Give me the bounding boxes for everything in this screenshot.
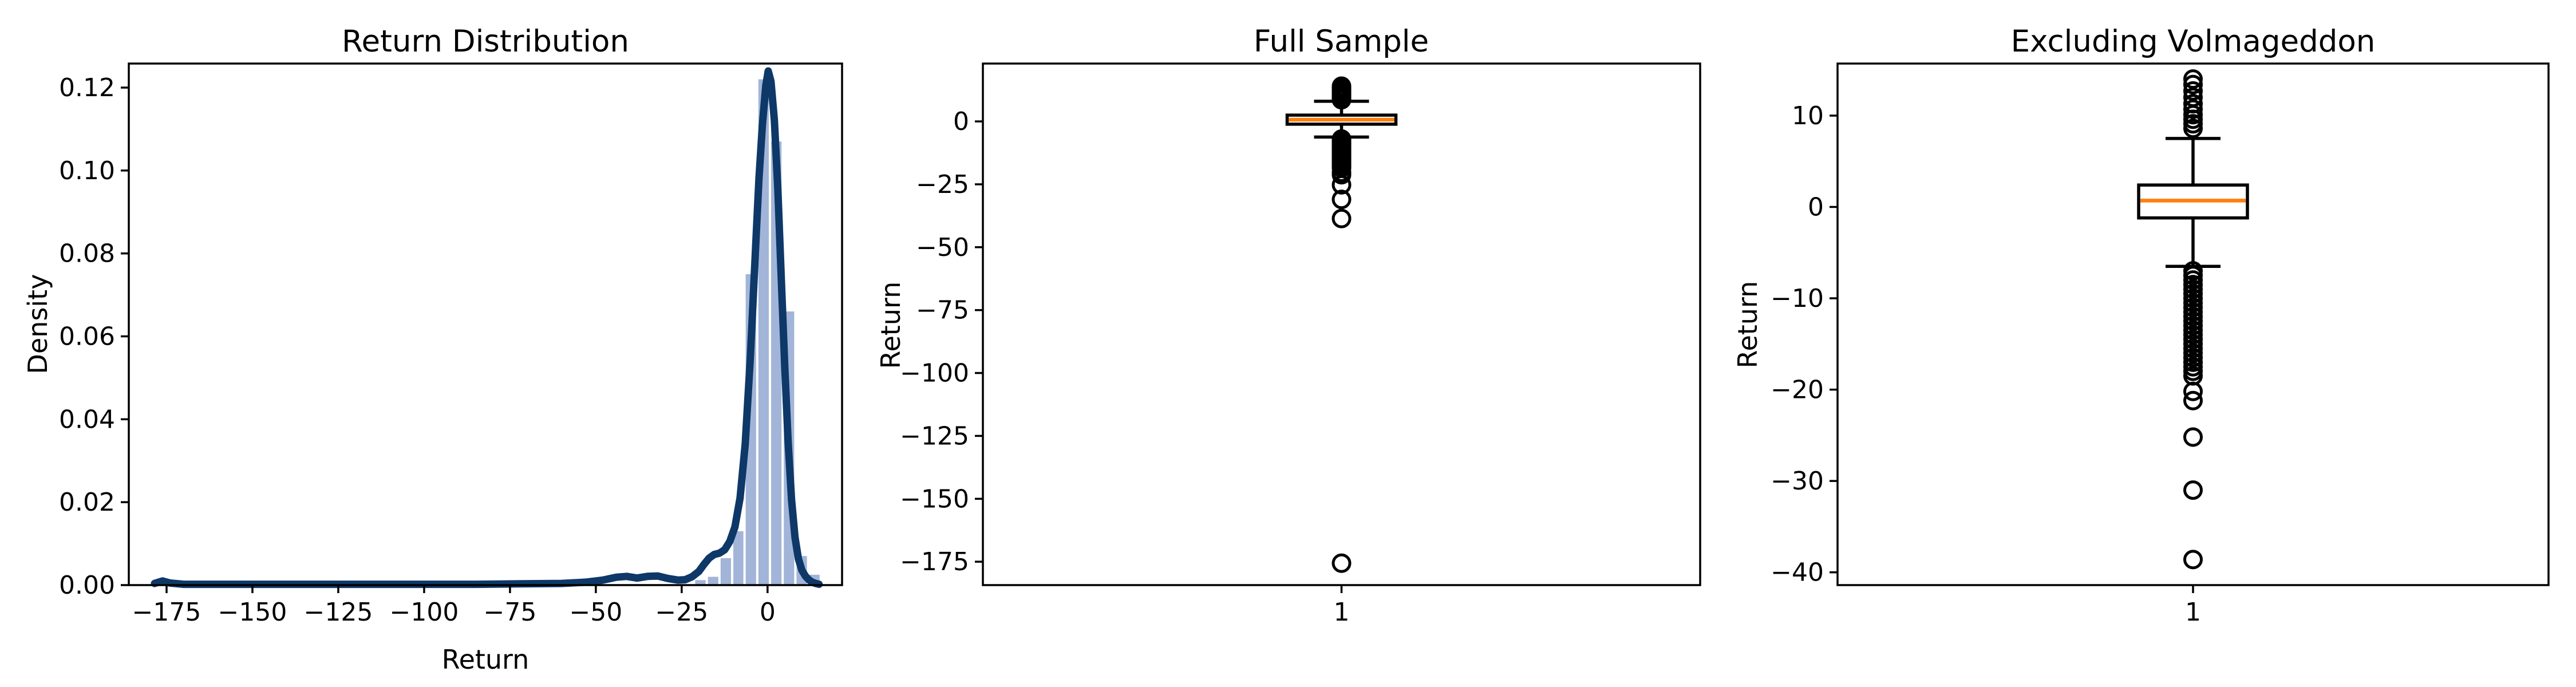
y-tick-label: −25 xyxy=(916,170,969,199)
y-tick-label: −75 xyxy=(916,296,969,325)
y-tick-label: −175 xyxy=(900,547,969,577)
axes-spines xyxy=(128,62,843,586)
excluding-volmageddon-title: Excluding Volmageddon xyxy=(2011,24,2376,59)
outlier-point xyxy=(2183,390,2203,410)
x-tick-label: 1 xyxy=(2185,598,2201,627)
y-tick-label: −125 xyxy=(900,421,969,451)
outlier-point xyxy=(2183,550,2203,570)
full-sample-ylabel: Return xyxy=(875,282,906,369)
x-tick-label: −175 xyxy=(132,598,202,627)
y-tick-label: 10 xyxy=(1792,101,1824,131)
y-tick-label: −40 xyxy=(1771,558,1824,587)
subplot-excluding-volmageddon: 1 10 0 −10 −20 −30 −40 xyxy=(1771,62,2550,627)
y-tick-label: 0.00 xyxy=(59,571,115,600)
outlier-point xyxy=(1332,189,1352,210)
y-tick-label: 0 xyxy=(1808,192,1824,222)
outlier-point xyxy=(2183,94,2203,114)
x-tick-label: −125 xyxy=(304,598,373,627)
y-tick-label: −30 xyxy=(1771,467,1824,496)
x-tick-label: −75 xyxy=(483,598,536,627)
x-tick-label: −25 xyxy=(655,598,708,627)
y-tick-label: −150 xyxy=(900,484,969,514)
outlier-point xyxy=(1332,208,1352,228)
x-tick-label: 1 xyxy=(1334,598,1350,627)
hist-bar xyxy=(695,580,706,585)
outlier-point xyxy=(1332,165,1352,185)
axes-spines xyxy=(1836,62,2550,586)
x-tick-label: −150 xyxy=(218,598,287,627)
y-tick-label: 0.10 xyxy=(59,156,115,185)
outlier-point xyxy=(2183,88,2203,108)
y-tick-label: 0.02 xyxy=(59,488,115,517)
outlier-point xyxy=(2183,381,2203,401)
hist-bar xyxy=(733,531,744,585)
outlier-point xyxy=(2183,69,2203,89)
hist-bar xyxy=(708,577,718,585)
y-axis-ticks: 10 0 −10 −20 −30 −40 xyxy=(1771,101,1838,587)
y-tick-label: −10 xyxy=(1771,284,1824,313)
outlier-point xyxy=(1332,76,1352,96)
axes-spines xyxy=(982,62,1701,586)
subplot-return-distribution: −175 −150 −125 −100 −75 −50 −25 00.000.020.040.… xyxy=(59,62,843,627)
hist-bar xyxy=(720,558,732,585)
x-tick-label: −100 xyxy=(389,598,459,627)
outlier-point xyxy=(1332,553,1352,573)
x-axis-ticks: −175 −150 −125 −100 −75 −50 −25 0 xyxy=(132,585,776,627)
y-tick-label: 0.12 xyxy=(59,73,115,102)
excluding-volmageddon-ylabel: Return xyxy=(1732,281,1763,369)
subplot-full-sample: 1 0 −25 −50 −75 −100 −125 −150 −175 xyxy=(900,62,1701,627)
outlier-point xyxy=(2183,74,2203,94)
outlier-point xyxy=(1332,175,1352,195)
full-sample-title: Full Sample xyxy=(1254,24,1429,59)
hist-ylabel: Density xyxy=(22,274,53,374)
y-tick-label: −20 xyxy=(1771,376,1824,405)
y-tick-label: −100 xyxy=(900,359,969,388)
y-tick-label: 0.06 xyxy=(59,322,115,352)
hist-title: Return Distribution xyxy=(342,24,629,59)
y-axis-ticks: 0.00 0.02 0.04 0.06 0.08 0.10 0.12 xyxy=(59,73,129,600)
hist-xlabel: Return xyxy=(442,644,530,675)
outlier-point xyxy=(2183,99,2203,119)
y-axis-ticks: 0 −25 −50 −75 −100 −125 −150 −175 xyxy=(900,107,983,577)
x-tick-label: −50 xyxy=(569,598,622,627)
y-tick-label: 0.04 xyxy=(59,405,115,434)
outlier-point xyxy=(2183,427,2203,447)
y-tick-label: 0 xyxy=(953,107,969,136)
y-tick-label: −50 xyxy=(916,233,969,262)
outlier-point xyxy=(2183,480,2203,500)
outlier-point xyxy=(2183,81,2203,101)
outliers xyxy=(1332,76,1352,573)
outliers xyxy=(2183,69,2203,570)
kde-curve xyxy=(151,67,823,589)
y-tick-label: 0.08 xyxy=(59,239,115,269)
hist-bars xyxy=(159,79,820,586)
x-tick-label: 0 xyxy=(760,598,776,627)
